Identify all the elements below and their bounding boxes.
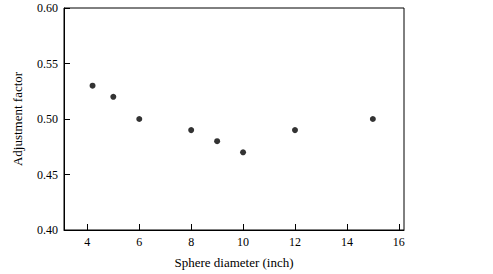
svg-text:0.40: 0.40	[37, 223, 58, 237]
svg-text:16: 16	[393, 235, 405, 249]
svg-text:0.50: 0.50	[37, 112, 58, 126]
svg-text:12: 12	[289, 235, 301, 249]
svg-text:14: 14	[341, 235, 353, 249]
svg-text:Adjustment factor: Adjustment factor	[10, 71, 25, 166]
svg-text:0.55: 0.55	[37, 57, 58, 71]
svg-text:0.60: 0.60	[37, 1, 58, 15]
svg-text:6: 6	[136, 235, 142, 249]
svg-text:Sphere diameter (inch): Sphere diameter (inch)	[174, 255, 293, 270]
svg-text:10: 10	[237, 235, 249, 249]
svg-text:4: 4	[84, 235, 90, 249]
svg-text:8: 8	[188, 235, 194, 249]
svg-text:0.45: 0.45	[37, 168, 58, 182]
